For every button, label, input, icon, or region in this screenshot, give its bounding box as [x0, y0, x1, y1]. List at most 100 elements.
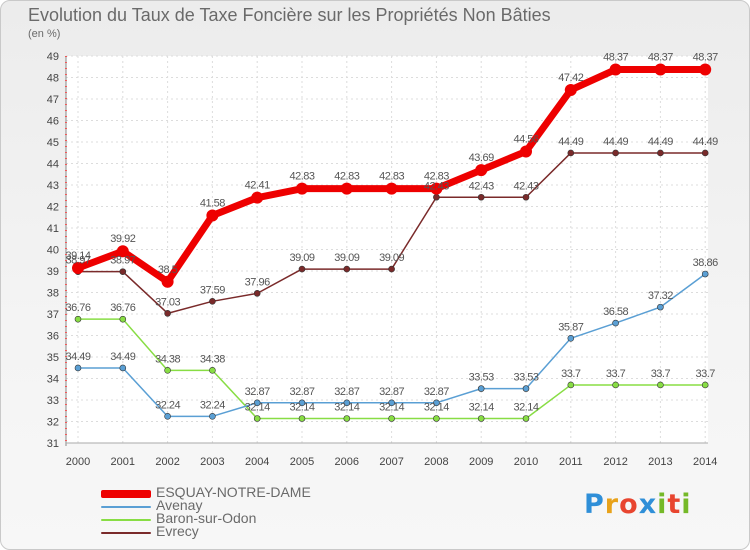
- y-tick-label: 39: [47, 266, 59, 278]
- logo-letter: o: [619, 489, 639, 520]
- data-point-avenay: [209, 413, 216, 420]
- legend-label-baron-sur-odon: Baron-sur-Odon: [156, 510, 257, 526]
- data-label: 48.37: [603, 52, 628, 64]
- data-point-baron-sur-odon: [298, 415, 306, 422]
- data-label: 39.92: [110, 233, 135, 245]
- data-label: 37.03: [155, 296, 180, 308]
- data-label: 33.7: [651, 368, 671, 380]
- data-point-esquay-notre-dame: [385, 182, 398, 195]
- x-tick-label: 2009: [469, 456, 493, 468]
- data-label: 42.43: [513, 180, 538, 192]
- data-label: 34.38: [155, 353, 180, 365]
- data-point-baron-sur-odon: [388, 415, 395, 422]
- y-tick-label: 46: [47, 116, 59, 128]
- data-point-evrecy: [567, 149, 575, 157]
- data-point-evrecy: [522, 193, 530, 201]
- data-point-esquay-notre-dame: [430, 182, 443, 195]
- data-label: 42.83: [379, 171, 404, 183]
- data-point-esquay-notre-dame: [296, 182, 308, 195]
- data-point-esquay-notre-dame: [340, 182, 353, 195]
- data-label: 44.49: [693, 136, 718, 148]
- logo-letter: P: [584, 489, 605, 520]
- data-label: 36.76: [65, 302, 90, 314]
- data-label: 33.7: [695, 368, 715, 380]
- y-tick-label: 38: [47, 288, 59, 300]
- data-label: 37.32: [648, 290, 673, 302]
- data-point-evrecy: [343, 265, 351, 273]
- data-label: 32.87: [334, 386, 359, 398]
- y-tick-label: 32: [47, 417, 59, 429]
- legend-swatch-avenay: [101, 506, 151, 508]
- data-label: 34.49: [65, 351, 90, 363]
- data-point-avenay: [298, 399, 306, 407]
- data-label: 42.83: [289, 171, 314, 183]
- y-tick-label: 48: [47, 73, 59, 85]
- data-label: 39.09: [289, 252, 314, 264]
- data-label: 44.49: [558, 136, 583, 148]
- data-point-avenay: [388, 399, 395, 407]
- y-tick-label: 40: [47, 245, 59, 257]
- y-tick-label: 47: [47, 94, 59, 106]
- data-point-evrecy: [119, 268, 127, 275]
- data-point-baron-sur-odon: [209, 367, 216, 374]
- data-label: 34.38: [200, 353, 225, 365]
- data-point-evrecy: [657, 149, 664, 157]
- data-point-baron-sur-odon: [701, 381, 709, 389]
- data-point-avenay: [253, 399, 261, 407]
- legend-swatch-baron-sur-odon: [101, 519, 151, 521]
- data-label: 38.5: [158, 264, 178, 276]
- data-point-esquay-notre-dame: [251, 191, 264, 204]
- data-point-avenay: [567, 334, 575, 342]
- y-tick-label: 33: [47, 395, 59, 407]
- logo-letter: i: [657, 489, 668, 520]
- data-label: 36.76: [110, 302, 135, 314]
- data-point-evrecy: [298, 265, 306, 273]
- x-tick-label: 2000: [66, 456, 90, 468]
- data-point-esquay-notre-dame: [206, 209, 219, 222]
- data-point-baron-sur-odon: [74, 315, 82, 323]
- legend-label-evrecy: Evrecy: [156, 523, 199, 539]
- y-tick-label: 41: [47, 223, 59, 235]
- data-point-baron-sur-odon: [477, 415, 485, 422]
- x-tick-label: 2014: [693, 456, 717, 468]
- data-label: 32.14: [289, 401, 314, 413]
- logo-letter: t: [667, 489, 682, 520]
- data-point-esquay-notre-dame: [116, 245, 129, 258]
- data-label: 32.87: [424, 386, 449, 398]
- data-label: 42.43: [424, 180, 449, 192]
- x-tick-label: 2012: [603, 456, 627, 468]
- x-tick-label: 2010: [514, 456, 538, 468]
- data-label: 32.87: [245, 386, 270, 398]
- data-label: 37.96: [245, 276, 270, 288]
- y-tick-label: 31: [47, 438, 59, 450]
- x-tick-label: 2001: [111, 456, 135, 468]
- data-label: 39.09: [334, 252, 359, 264]
- data-label: 44.56: [513, 133, 538, 145]
- data-point-esquay-notre-dame: [609, 63, 622, 76]
- data-label: 35.87: [558, 321, 583, 333]
- data-label: 42.43: [469, 180, 494, 192]
- legend-swatch-evrecy: [101, 532, 151, 534]
- x-tick-label: 2003: [200, 456, 224, 468]
- data-point-avenay: [522, 385, 530, 392]
- data-point-avenay: [477, 385, 485, 392]
- x-tick-label: 2006: [335, 456, 359, 468]
- y-tick-label: 44: [47, 159, 59, 171]
- data-point-avenay: [612, 319, 619, 327]
- y-tick-label: 43: [47, 180, 59, 192]
- chart-unit-label: (en %): [28, 28, 61, 40]
- data-point-avenay: [164, 413, 171, 420]
- data-label: 38.86: [693, 257, 718, 269]
- x-tick-label: 2011: [559, 456, 583, 468]
- data-label: 44.49: [648, 136, 673, 148]
- data-label: 32.14: [245, 401, 270, 413]
- data-label: 44.49: [603, 136, 628, 148]
- data-label: 33.53: [469, 372, 494, 384]
- data-point-evrecy: [164, 310, 171, 317]
- y-tick-label: 49: [47, 51, 59, 63]
- data-label: 32.14: [469, 401, 494, 413]
- data-point-evrecy: [477, 193, 485, 201]
- data-point-baron-sur-odon: [567, 381, 575, 389]
- data-point-avenay: [701, 270, 709, 278]
